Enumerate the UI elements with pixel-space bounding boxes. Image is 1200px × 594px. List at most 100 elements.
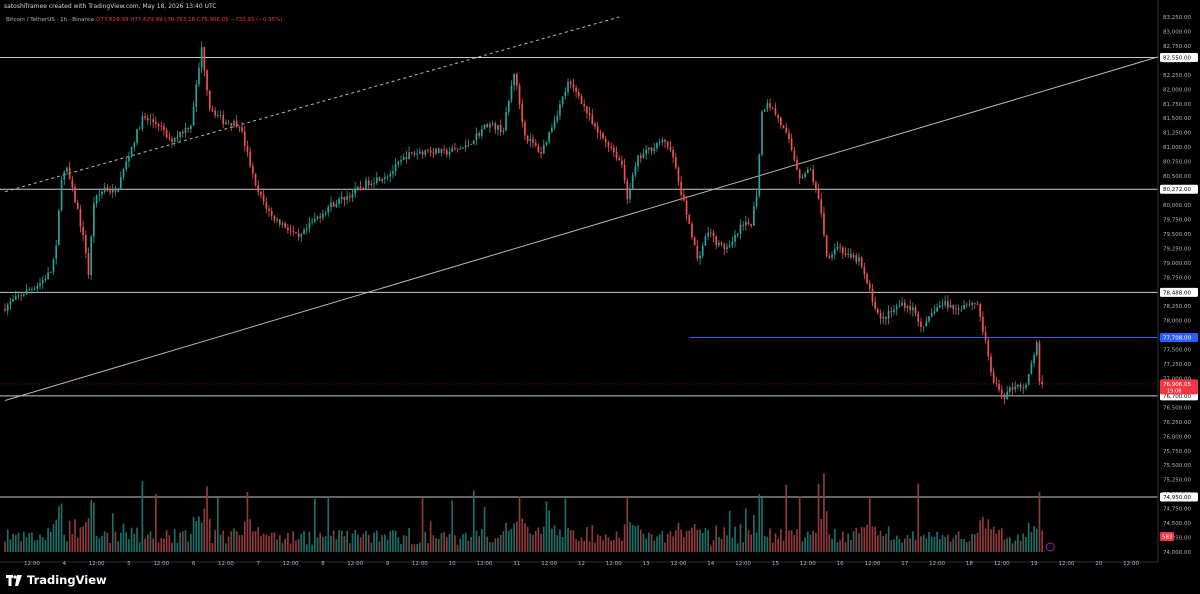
candle-body-down <box>817 188 820 200</box>
candle-body-up <box>753 206 755 226</box>
candle-body-up <box>513 73 515 86</box>
time-tick-label: 8 <box>321 561 325 567</box>
volume-bar <box>583 540 586 552</box>
candle-body-up <box>93 203 95 237</box>
volume-bar <box>109 542 111 552</box>
candle-body-down <box>82 226 84 236</box>
candle-body-up <box>1030 363 1033 375</box>
volume-bar <box>230 531 233 552</box>
candle-body-down <box>79 209 82 227</box>
candle-body-down <box>850 253 852 257</box>
candle-body-up <box>728 245 731 247</box>
volume-bar <box>211 543 214 552</box>
volume-bar <box>324 536 327 552</box>
level-price-label: 74,950.00 <box>1163 495 1191 501</box>
volume-bar <box>868 498 871 552</box>
volume-bar <box>384 534 386 552</box>
candle-body-down <box>437 148 440 154</box>
candle-body-up <box>111 189 114 193</box>
candle-body-down <box>984 331 987 341</box>
price-tick-label: 78,250.00 <box>1163 304 1191 310</box>
candle-body-down <box>957 308 960 310</box>
candle-body-down <box>828 256 831 258</box>
volume-bars <box>4 473 1043 552</box>
candle-body-up <box>346 196 348 200</box>
volume-bar <box>564 498 567 552</box>
candle-body-down <box>866 274 868 284</box>
volume-bar <box>478 536 480 552</box>
volume-bar <box>774 533 777 552</box>
candle-body-down <box>443 149 445 151</box>
volume-bar <box>833 528 836 552</box>
candle-body-down <box>825 235 828 257</box>
volume-bar <box>680 529 683 552</box>
tradingview-logo-text: TradingView <box>27 573 107 587</box>
time-axis[interactable]: 12:00 4 12:00 5 12:00 6 12:00 7 12:00 8 12:00 9 12:0… <box>0 561 1158 567</box>
candle-body-up <box>763 109 766 112</box>
volume-bar <box>373 532 375 552</box>
volume-bar <box>930 536 933 552</box>
candle-body-up <box>33 288 36 290</box>
time-tick-label: 10 <box>449 561 456 567</box>
volume-bar <box>976 532 979 552</box>
volume-bar <box>195 521 198 552</box>
volume-bar <box>1011 543 1014 552</box>
volume-bar <box>553 525 556 552</box>
candle-body-up <box>704 236 707 246</box>
candle-body-up <box>801 176 804 179</box>
volume-bar <box>712 540 715 552</box>
candle-body-up <box>330 202 332 208</box>
price-tick-label: 74,500.00 <box>1163 521 1191 527</box>
candle-body-up <box>766 103 769 110</box>
candle-body-down <box>879 312 882 319</box>
candle-body-up <box>734 235 736 242</box>
candle-body-down <box>844 253 847 255</box>
price-tick-label: 79,000.00 <box>1163 261 1191 267</box>
candle-body-down <box>688 214 691 224</box>
volume-bar <box>612 539 615 552</box>
volume-bar <box>25 537 28 552</box>
candle-body-up <box>95 195 98 204</box>
candle-body-up <box>559 104 561 116</box>
volume-bar <box>588 541 591 552</box>
level-price-label: 76,700.00 <box>1163 394 1191 400</box>
volume-bar <box>852 531 855 552</box>
volume-bar <box>596 534 599 552</box>
candle-body-up <box>133 142 136 148</box>
candle-body-down <box>168 137 171 139</box>
candle-body-down <box>222 115 225 125</box>
volume-bar <box>28 533 31 552</box>
candle-body-up <box>322 213 324 219</box>
level-price-label-bg <box>1160 287 1198 297</box>
candle-body-down <box>796 159 798 170</box>
volume-bar <box>52 524 55 552</box>
volume-bar <box>669 531 672 552</box>
volume-bar <box>893 539 895 552</box>
candle-body-up <box>901 302 903 306</box>
volume-bar <box>693 524 696 552</box>
candle-body-down <box>683 194 685 201</box>
volume-bar <box>208 519 211 552</box>
candle-body-up <box>47 272 49 279</box>
volume-bar <box>494 538 497 552</box>
candle-body-down <box>674 157 677 168</box>
candle-body-up <box>276 219 278 221</box>
price-tick-label: 81,250.00 <box>1163 131 1191 137</box>
volume-bar <box>155 493 157 552</box>
candle-body-down <box>348 196 351 198</box>
time-tick-label: 6 <box>192 561 196 567</box>
candle-body-up <box>125 161 128 170</box>
candle-body-up <box>338 198 340 204</box>
volume-bar <box>540 533 542 552</box>
volume-bar <box>1041 530 1043 552</box>
candle-body-down <box>992 372 995 384</box>
volume-bar <box>276 539 278 552</box>
time-tick-label: 18 <box>966 561 973 567</box>
candle-body-down <box>378 177 381 181</box>
volume-bar <box>763 535 766 552</box>
volume-bar <box>55 519 58 552</box>
volume-bar <box>36 539 39 552</box>
price-tick-label: 77,250.00 <box>1163 362 1191 368</box>
price-axis[interactable]: 74,000.0074,250.0074,500.0074,750.0075,0… <box>1157 0 1191 562</box>
